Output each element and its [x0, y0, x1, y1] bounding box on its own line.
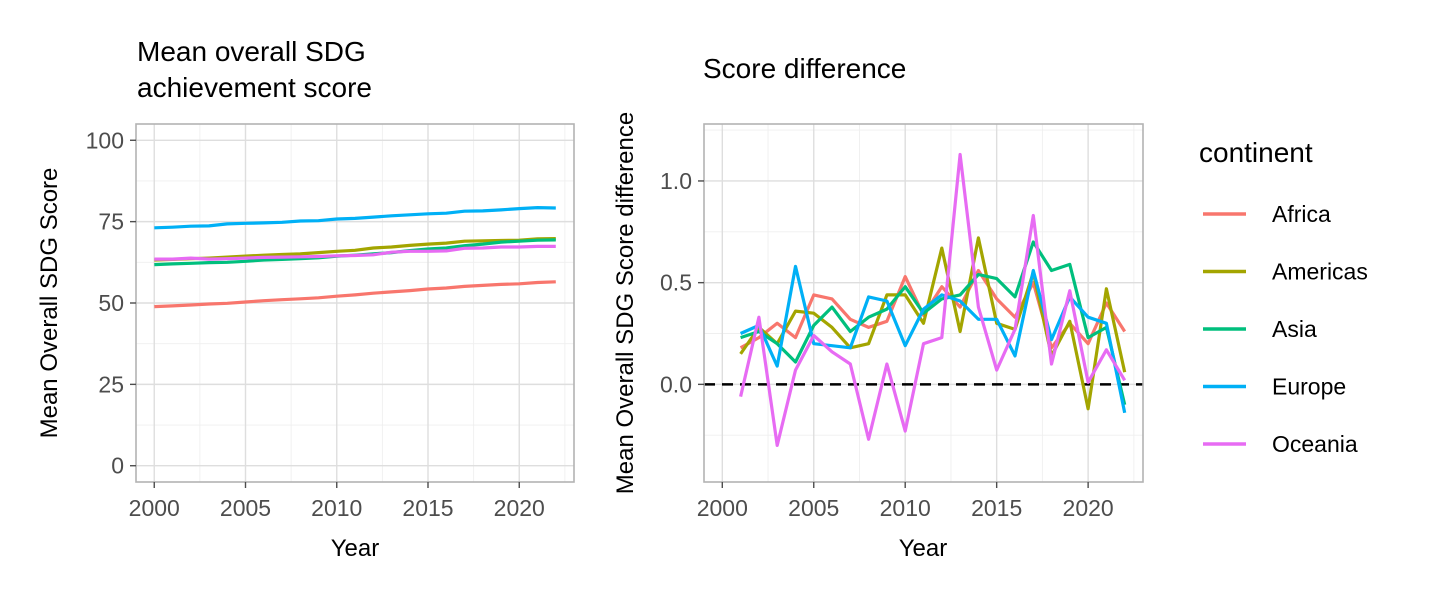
score-chart: Mean overall SDG achievement score 2000 2… [36, 36, 575, 562]
difference-chart-y-axis-title: Mean Overall SDG Score difference [612, 112, 639, 494]
score-y-tick-label: 50 [98, 290, 124, 316]
score-x-tick-label: 2010 [311, 495, 362, 521]
score-chart-y-axis-title: Mean Overall SDG Score [36, 168, 63, 439]
difference-chart: Score difference 2000 2005 2010 2015 2020 0.0… [612, 53, 1144, 562]
difference-y-tick-label: 1.0 [660, 168, 692, 194]
legend-title: continent [1199, 137, 1313, 168]
score-y-tick-label: 100 [86, 127, 124, 153]
difference-chart-x-axis-title: Year [899, 535, 948, 562]
difference-y-tick-label: 0.5 [660, 270, 692, 296]
difference-x-tick-label: 2015 [971, 495, 1022, 521]
legend-label-europe: Europe [1272, 374, 1346, 400]
score-y-tick-label: 0 [111, 453, 124, 479]
score-chart-x-axis-title: Year [331, 535, 380, 562]
legend-label-oceania: Oceania [1272, 431, 1358, 457]
legend: continent Africa Americas Asia Europe Oceani… [1199, 137, 1368, 457]
score-y-tick-label: 75 [98, 209, 124, 235]
difference-series-europe [739, 264, 1127, 414]
difference-series-asia [740, 240, 1127, 406]
score-series-oceania [154, 244, 556, 261]
score-y-tick-label: 25 [98, 371, 124, 397]
difference-series-americas [739, 236, 1127, 411]
difference-x-tick-label: 2010 [880, 495, 931, 521]
score-x-tick-label: 2015 [402, 495, 453, 521]
score-series-africa [154, 280, 556, 309]
legend-label-americas: Americas [1272, 259, 1368, 285]
difference-x-tick-label: 2000 [697, 495, 748, 521]
score-x-tick-label: 2020 [494, 495, 545, 521]
legend-label-asia: Asia [1272, 316, 1317, 342]
score-chart-title-line-2: achievement score [137, 72, 372, 103]
difference-x-tick-label: 2020 [1063, 495, 1114, 521]
score-series-asia [154, 238, 556, 267]
difference-y-tick-label: 0.0 [660, 371, 692, 397]
score-x-tick-label: 2000 [129, 495, 180, 521]
difference-chart-plot-border [703, 123, 1144, 483]
score-x-tick-label: 2005 [220, 495, 271, 521]
score-chart-title-line-1: Mean overall SDG [137, 36, 366, 67]
legend-label-africa: Africa [1272, 201, 1331, 227]
score-series-europe [154, 206, 556, 230]
difference-series-oceania [739, 152, 1127, 447]
difference-chart-title: Score difference [703, 53, 906, 84]
difference-x-tick-label: 2005 [788, 495, 839, 521]
